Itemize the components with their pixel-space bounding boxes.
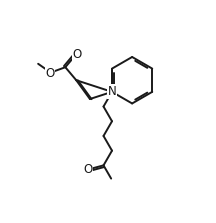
Text: O: O [83,163,92,176]
Text: N: N [108,85,116,98]
Text: O: O [45,67,55,80]
Text: O: O [72,48,81,61]
